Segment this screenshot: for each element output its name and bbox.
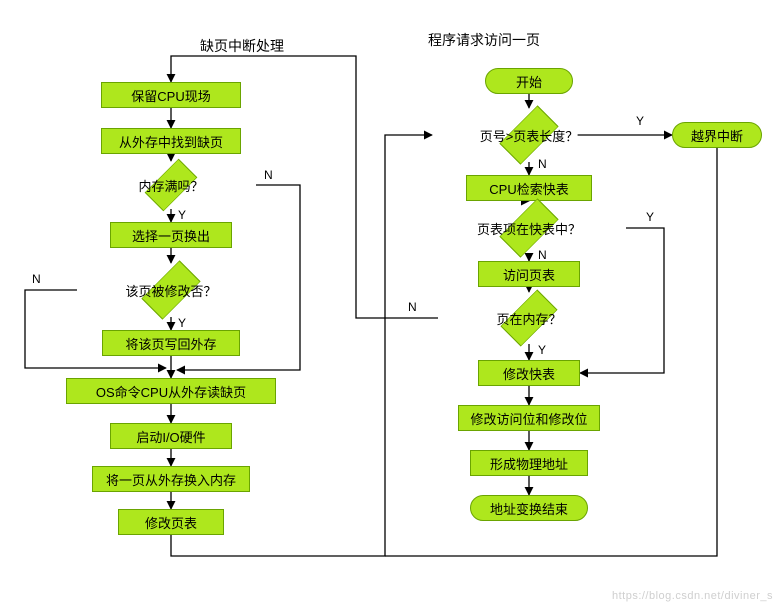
edge-label-pagenum_y: Y	[636, 114, 644, 128]
node-d_pagenum: 页号>页表长度？	[502, 108, 556, 162]
node-start: 开始	[485, 68, 573, 94]
node-l_swapin: 将一页从外存换入内存	[92, 466, 250, 492]
node-r_visitpt: 访问页表	[478, 261, 580, 287]
node-l_evict: 选择一页换出	[110, 222, 232, 248]
node-l_savecpu: 保留CPU现场	[101, 82, 241, 108]
title-right: 程序请求访问一页	[428, 30, 540, 50]
edge-label-inmem_n: N	[408, 300, 417, 314]
node-overflow: 越界中断	[672, 122, 762, 148]
node-d_intlb: 页表项在快表中？	[502, 201, 556, 255]
edge-label-intlb_y: Y	[646, 210, 654, 224]
watermark: https://blog.csdn.net/diviner_s	[612, 590, 773, 602]
edge-label-intlb_n: N	[538, 248, 547, 262]
node-r_cputlb: CPU检索快表	[466, 175, 592, 201]
edge-label-pagenum_n: N	[538, 157, 547, 171]
node-l_updpt: 修改页表	[118, 509, 224, 535]
edge-label-dirty_y: Y	[178, 316, 186, 330]
node-l_findext: 从外存中找到缺页	[101, 128, 241, 154]
node-l_writeback: 将该页写回外存	[102, 330, 240, 356]
node-l_oscmd: OS命令CPU从外存读缺页	[66, 378, 276, 404]
node-r_updtlb: 修改快表	[478, 360, 580, 386]
node-r_physaddr: 形成物理地址	[470, 450, 588, 476]
edge-label-inmem_y: Y	[538, 343, 546, 357]
node-d_dirty: 该页被修改否？	[144, 263, 198, 317]
node-l_startio: 启动I/O硬件	[110, 423, 232, 449]
edge-label-memfull_y: Y	[178, 208, 186, 222]
node-d_memfull: 内存满吗？	[147, 161, 195, 209]
node-end: 地址变换结束	[470, 495, 588, 521]
edge-label-dirty_n: N	[32, 272, 41, 286]
node-r_updbits: 修改访问位和修改位	[458, 405, 600, 431]
title-left: 缺页中断处理	[200, 36, 284, 56]
node-d_inmem: 页在内存？	[503, 292, 555, 344]
edge-label-memfull_n: N	[264, 168, 273, 182]
